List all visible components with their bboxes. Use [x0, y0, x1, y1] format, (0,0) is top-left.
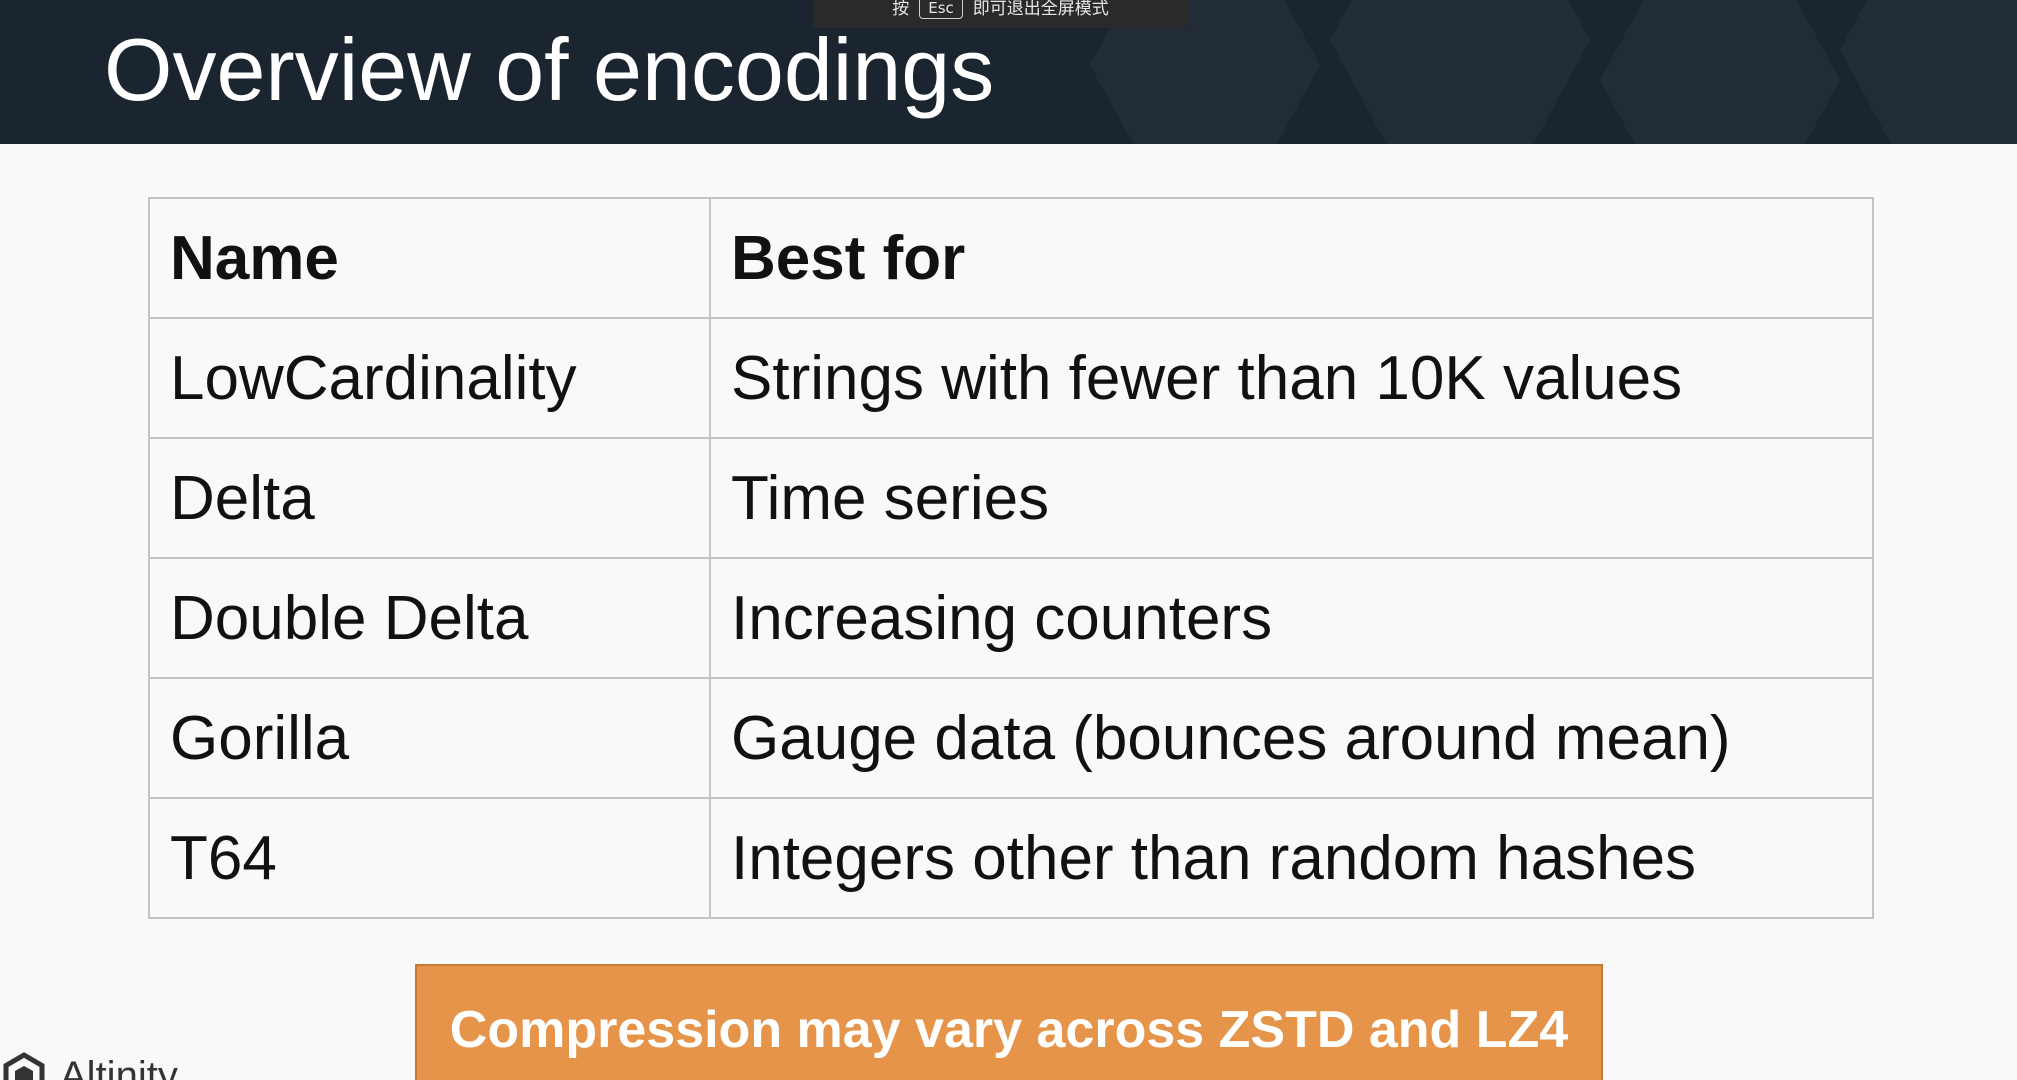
table-row: Double Delta Increasing counters	[148, 557, 1874, 679]
esc-key-badge[interactable]: Esc	[919, 0, 963, 19]
decorative-hexagon	[1330, 0, 1590, 144]
compression-note-callout: Compression may vary across ZSTD and LZ4	[415, 964, 1603, 1080]
table-row: LowCardinality Strings with fewer than 1…	[148, 317, 1874, 439]
column-header-name: Name	[148, 197, 711, 319]
table-header-row: Name Best for	[148, 197, 1874, 319]
table-row: Gorilla Gauge data (bounces around mean)	[148, 677, 1874, 799]
slide-title: Overview of encodings	[104, 20, 995, 119]
hint-prefix: 按	[892, 0, 910, 19]
decorative-hexagon	[1840, 0, 2017, 144]
altinity-logo: Altinity	[0, 1052, 178, 1080]
column-header-best-for: Best for	[709, 197, 1874, 319]
callout-text: Compression may vary across ZSTD and LZ4	[449, 1001, 1569, 1059]
altinity-hexagon-icon	[3, 1052, 45, 1080]
encoding-name-cell: Double Delta	[148, 557, 711, 679]
best-for-cell: Increasing counters	[709, 557, 1874, 679]
fullscreen-exit-hint: 按 Esc 即可退出全屏模式	[813, 0, 1188, 28]
best-for-cell: Integers other than random hashes	[709, 797, 1874, 919]
encoding-name-cell: Delta	[148, 437, 711, 559]
encoding-name-cell: Gorilla	[148, 677, 711, 799]
encoding-name-cell: LowCardinality	[148, 317, 711, 439]
table-row: Delta Time series	[148, 437, 1874, 559]
decorative-hexagon	[1600, 0, 1840, 144]
encoding-name-cell: T64	[148, 797, 711, 919]
hint-suffix: 即可退出全屏模式	[972, 0, 1109, 19]
best-for-cell: Time series	[709, 437, 1874, 559]
table-row: T64 Integers other than random hashes	[148, 797, 1874, 919]
best-for-cell: Strings with fewer than 10K values	[709, 317, 1874, 439]
encodings-table: Name Best for LowCardinality Strings wit…	[148, 197, 1874, 919]
best-for-cell: Gauge data (bounces around mean)	[709, 677, 1874, 799]
logo-wordmark: Altinity	[60, 1053, 178, 1080]
